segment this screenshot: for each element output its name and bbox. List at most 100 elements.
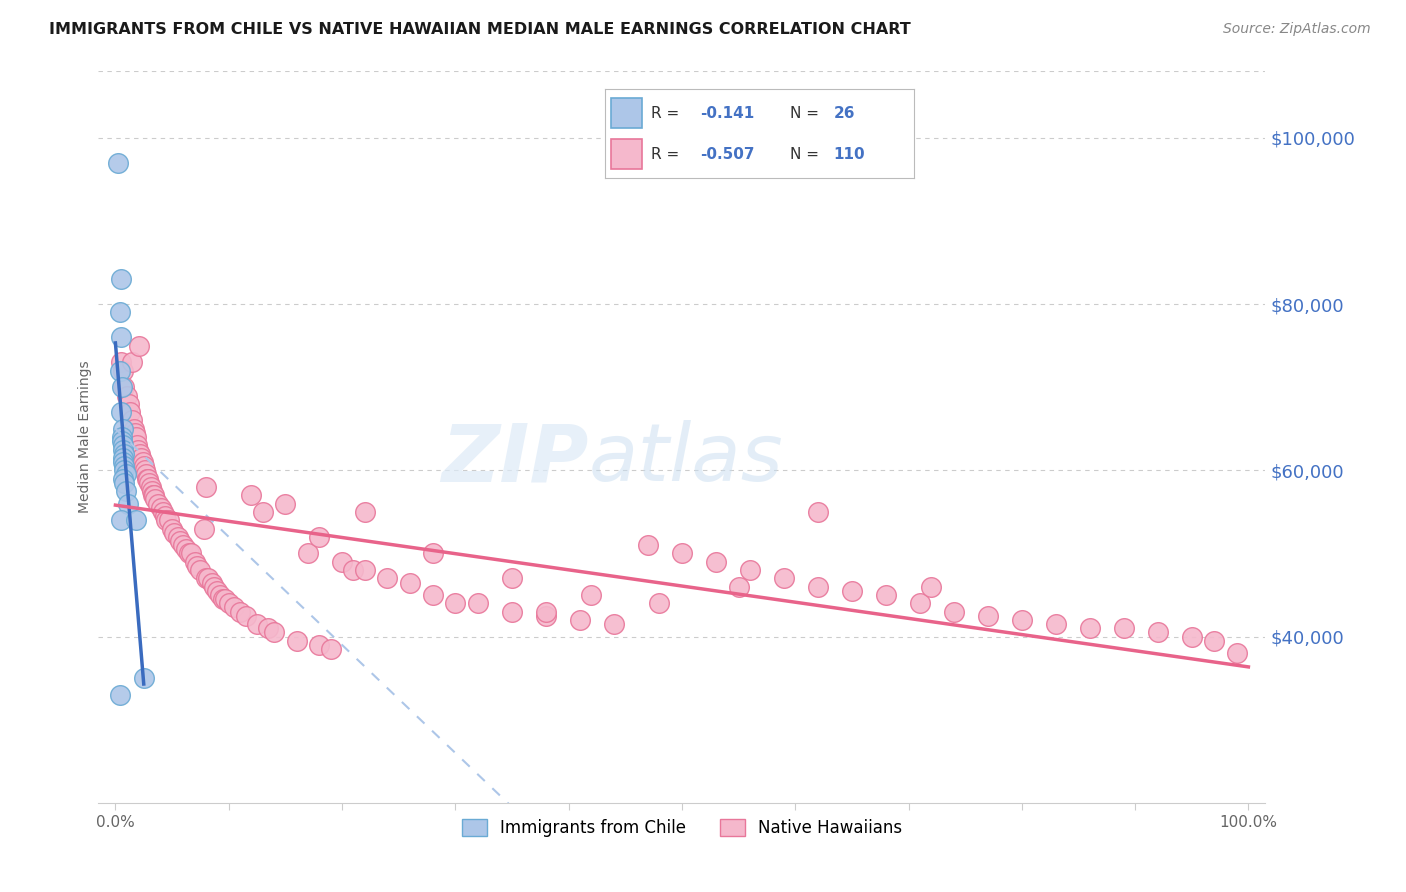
Point [114,475,136,490]
Point [112,450,135,465]
Point [114,459,136,474]
Point [285,633,308,648]
Point [114,467,136,482]
FancyBboxPatch shape [610,139,641,169]
Point [534,608,557,623]
Point [235,608,257,623]
Point [190,563,212,577]
Legend: Immigrants from Chile, Native Hawaiians: Immigrants from Chile, Native Hawaiians [454,811,910,846]
Point [125,438,148,452]
Point [136,472,159,486]
Point [155,509,177,524]
Point [1226,646,1249,660]
Point [297,546,319,560]
Point [807,505,830,519]
Point [252,505,274,519]
Point [1204,633,1226,648]
Point [908,596,931,610]
Point [1045,617,1067,632]
Point [112,438,135,452]
Point [257,621,280,635]
Point [224,600,246,615]
Point [110,272,132,286]
Point [841,583,863,598]
Point [246,617,269,632]
Text: R =: R = [651,147,679,161]
Text: Source: ZipAtlas.com: Source: ZipAtlas.com [1223,22,1371,37]
Point [128,339,150,353]
Point [174,542,197,557]
Point [152,505,174,519]
Point [110,355,132,369]
Point [875,588,897,602]
Y-axis label: Median Male Earnings: Median Male Earnings [79,360,93,514]
Point [375,571,398,585]
Point [197,571,219,585]
Point [141,484,163,499]
Point [172,538,194,552]
Text: N =: N = [790,147,820,161]
Text: -0.141: -0.141 [700,106,755,120]
Point [120,405,142,419]
Point [1112,621,1135,635]
Text: -0.507: -0.507 [700,147,755,161]
Point [193,521,215,535]
Point [353,563,375,577]
Point [131,450,153,465]
Point [108,363,131,377]
Point [202,580,225,594]
Point [136,472,159,486]
Point [501,605,523,619]
Point [149,500,172,515]
Text: atlas: atlas [589,420,783,498]
Point [738,563,761,577]
Point [183,555,205,569]
Point [1181,630,1204,644]
Point [114,463,136,477]
Point [111,434,134,449]
Point [112,422,135,436]
Point [142,488,165,502]
Point [195,571,218,585]
Point [127,442,149,457]
Point [240,488,263,502]
Point [773,571,796,585]
Point [920,580,942,594]
Text: 26: 26 [834,106,855,120]
Point [108,688,131,702]
Point [308,530,330,544]
Point [118,397,141,411]
Point [132,671,155,685]
Point [112,472,135,486]
Point [319,642,342,657]
Point [134,463,156,477]
Text: R =: R = [651,106,679,120]
Point [110,330,132,344]
Text: N =: N = [790,106,820,120]
Point [155,513,177,527]
Point [534,605,557,619]
Point [111,430,134,444]
Point [107,156,129,170]
Point [704,555,727,569]
Point [110,513,132,527]
Point [125,513,148,527]
Point [139,480,162,494]
Point [143,492,166,507]
Point [229,605,252,619]
Point [467,596,489,610]
Point [121,355,143,369]
Point [637,538,659,552]
Point [342,563,364,577]
Point [581,588,603,602]
Text: IMMIGRANTS FROM CHILE VS NATIVE HAWAIIAN MEDIAN MALE EARNINGS CORRELATION CHART: IMMIGRANTS FROM CHILE VS NATIVE HAWAIIAN… [49,22,911,37]
Point [186,558,208,573]
Point [129,447,152,461]
Point [125,430,148,444]
Point [138,475,160,490]
Point [501,571,523,585]
Point [169,533,191,548]
Point [727,580,749,594]
Point [157,513,180,527]
Point [353,505,375,519]
